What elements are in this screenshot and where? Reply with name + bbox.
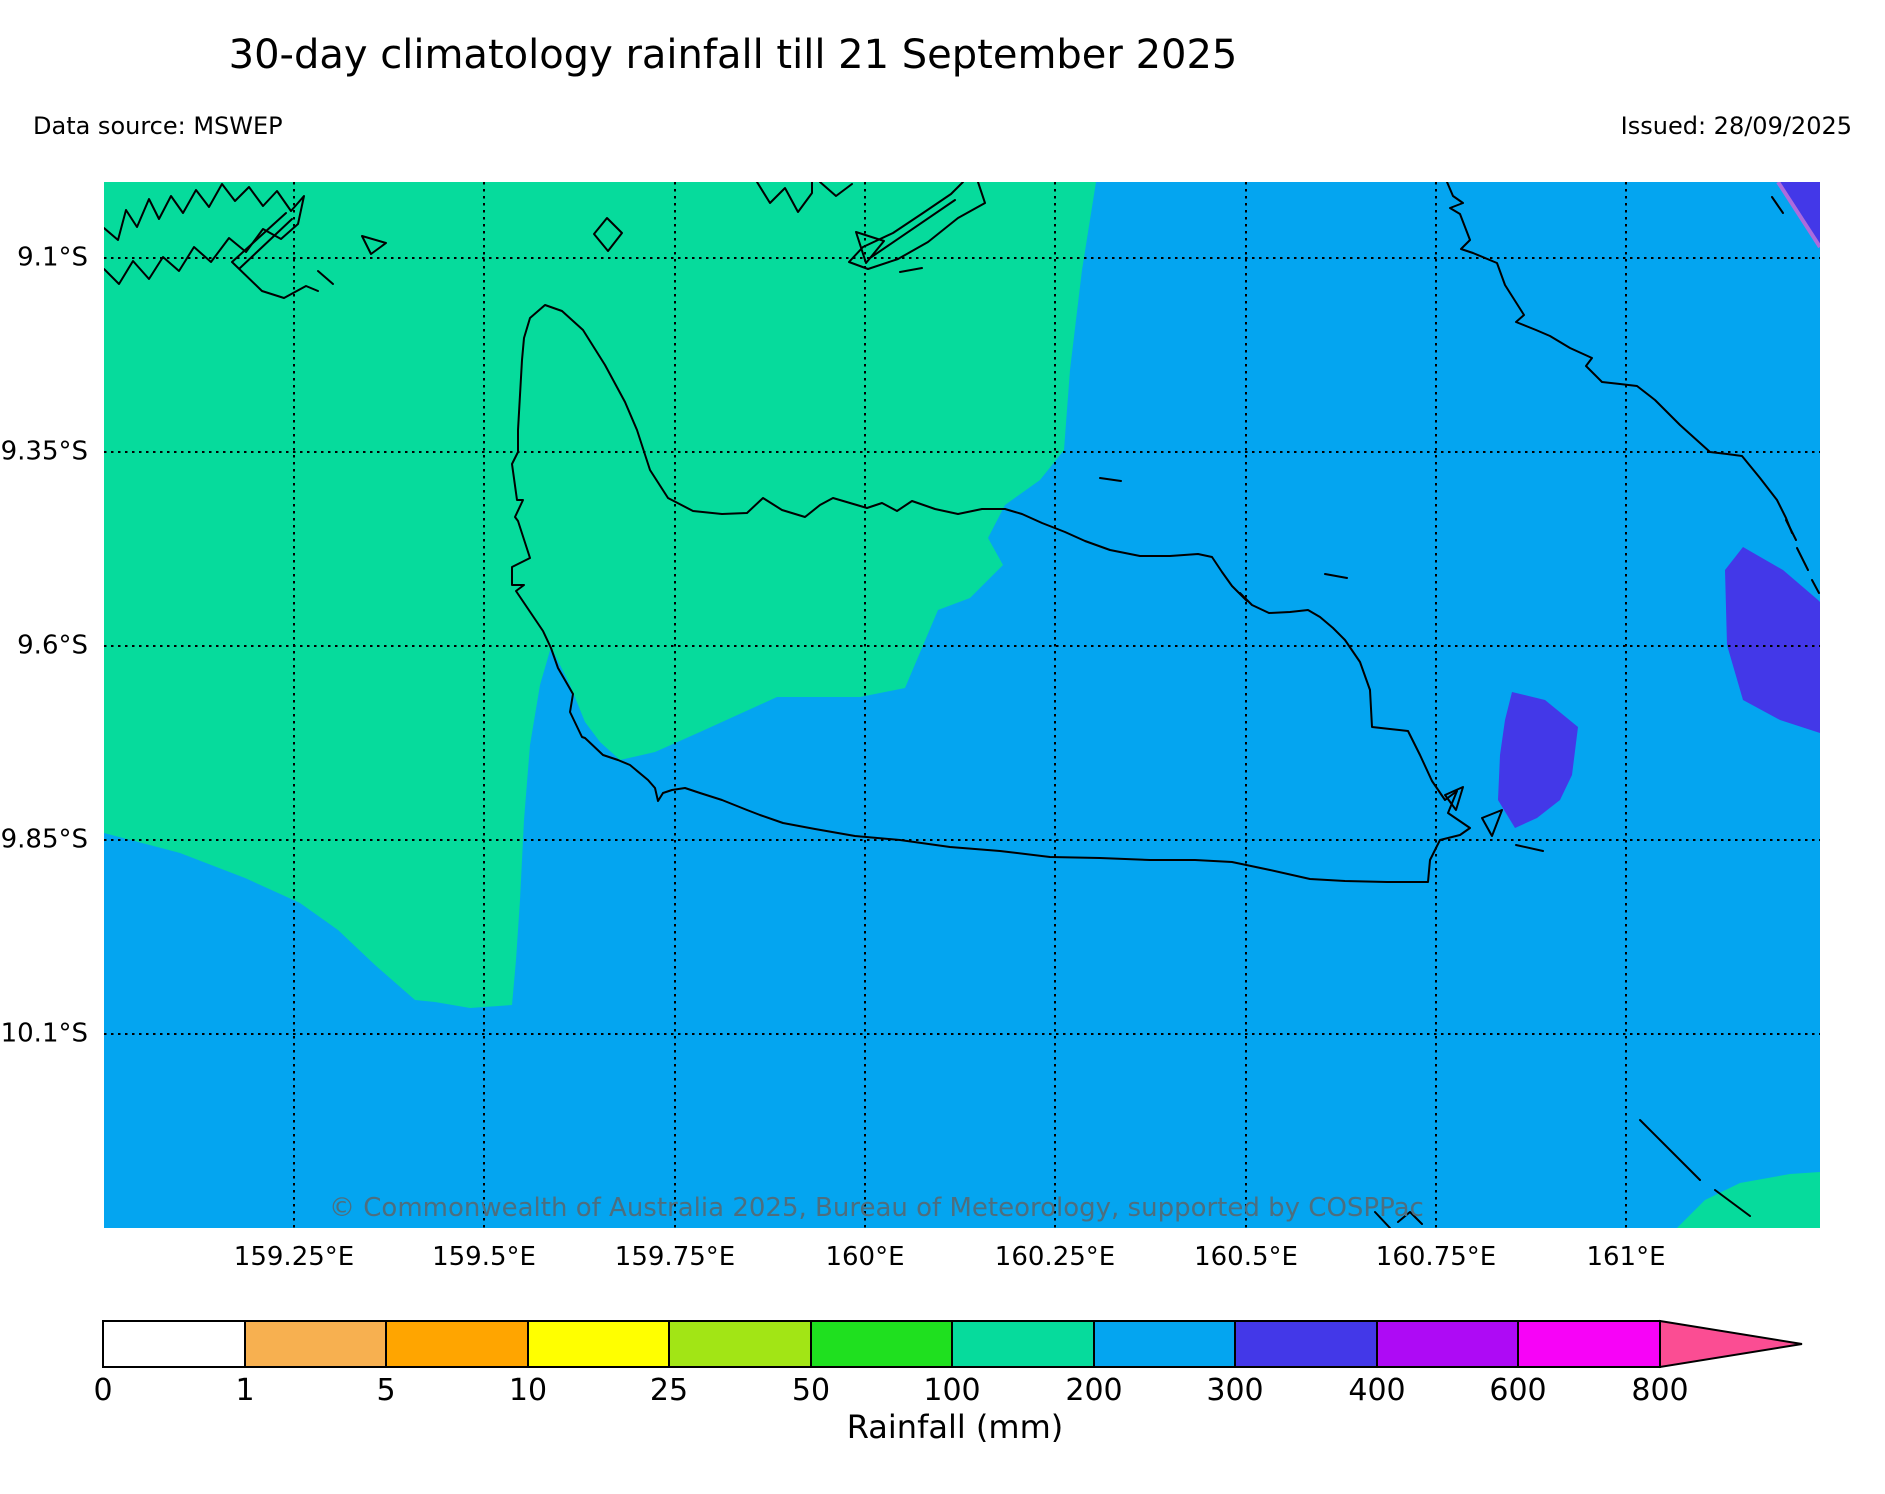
- coastline-guadalcanal: [511, 304, 1471, 883]
- issued-date-label: Issued: 28/09/2025: [1620, 112, 1852, 140]
- colorbar: [102, 1319, 1803, 1369]
- lon-tick-161E: 161°E: [1586, 1242, 1666, 1272]
- lon-tick-159.25E: 159.25°E: [233, 1242, 355, 1272]
- colorbar-tick-1: 1: [235, 1373, 255, 1408]
- colorbar-segment-100-200: [951, 1320, 1095, 1368]
- colorbar-segment-200-300: [1093, 1320, 1236, 1368]
- coastline-se-islets: [1099, 477, 1544, 852]
- graticule-grid: [104, 182, 1820, 1228]
- colorbar-segment-300-400: [1234, 1320, 1378, 1368]
- lat-tick-9.1S: 9.1°S: [17, 242, 88, 273]
- lon-tick-160.5E: 160.5°E: [1194, 1242, 1298, 1272]
- coastline-russell-islands: [104, 183, 305, 285]
- copyright-notice: © Commonwealth of Australia 2025, Bureau…: [329, 1193, 1424, 1223]
- coastline-florida-islands: [756, 182, 853, 213]
- rain-region-100-200-se-corner: [1677, 1172, 1820, 1228]
- colorbar-segment-50-100: [810, 1320, 953, 1368]
- colorbar-segment-25-50: [668, 1320, 812, 1368]
- lon-tick-159.75E: 159.75°E: [614, 1242, 736, 1272]
- map-canvas: [104, 182, 1820, 1228]
- coastline-savo-islet: [593, 217, 623, 252]
- colorbar-tick-200: 200: [1065, 1373, 1123, 1408]
- contour-sliver-400-600: [1776, 182, 1820, 249]
- lon-tick-160E: 160°E: [825, 1242, 905, 1272]
- colorbar-tick-50: 50: [791, 1373, 831, 1408]
- lon-tick-160.25E: 160.25°E: [994, 1242, 1116, 1272]
- colorbar-tick-100: 100: [923, 1373, 981, 1408]
- colorbar-tick-300: 300: [1206, 1373, 1264, 1408]
- lat-tick-10.1S: 10.1°S: [0, 1018, 88, 1049]
- coastline-malaita: [1446, 182, 1793, 534]
- colorbar-segment-10-25: [527, 1320, 670, 1368]
- colorbar-tick-0: 0: [93, 1373, 113, 1408]
- rain-region-300-400-mid: [1498, 692, 1578, 828]
- colorbar-tick-10: 10: [508, 1373, 548, 1408]
- rain-region-300-400-east-edge: [1725, 547, 1820, 733]
- colorbar-overflow-arrow-icon: [1659, 1319, 1803, 1369]
- lat-tick-9.6S: 9.6°S: [17, 630, 88, 661]
- lat-tick-9.35S: 9.35°S: [0, 436, 88, 467]
- lon-tick-159.5E: 159.5°E: [432, 1242, 536, 1272]
- colorbar-tick-800: 800: [1631, 1373, 1689, 1408]
- page-title: 30-day climatology rainfall till 21 Sept…: [228, 32, 1238, 78]
- lon-tick-160.75E: 160.75°E: [1375, 1242, 1497, 1272]
- colorbar-segment-400-600: [1376, 1320, 1519, 1368]
- coastlines: [104, 182, 1820, 1228]
- colorbar-segment-5-10: [385, 1320, 529, 1368]
- colorbar-tick-600: 600: [1489, 1373, 1547, 1408]
- rain-region-100-200: [104, 182, 1096, 1008]
- data-source-label: Data source: MSWEP: [33, 112, 283, 140]
- colorbar-tick-400: 400: [1348, 1373, 1406, 1408]
- colorbar-tick-5: 5: [376, 1373, 396, 1408]
- colorbar-segment-600-800: [1517, 1320, 1661, 1368]
- lat-tick-9.85S: 9.85°S: [0, 824, 88, 855]
- colorbar-segment-0-1: [102, 1320, 246, 1368]
- colorbar-axis-label: Rainfall (mm): [846, 1408, 1064, 1446]
- colorbar-tick-25: 25: [649, 1373, 689, 1408]
- colorbar-segment-1-5: [244, 1320, 387, 1368]
- coastline-makira-fragments: [1374, 1119, 1751, 1228]
